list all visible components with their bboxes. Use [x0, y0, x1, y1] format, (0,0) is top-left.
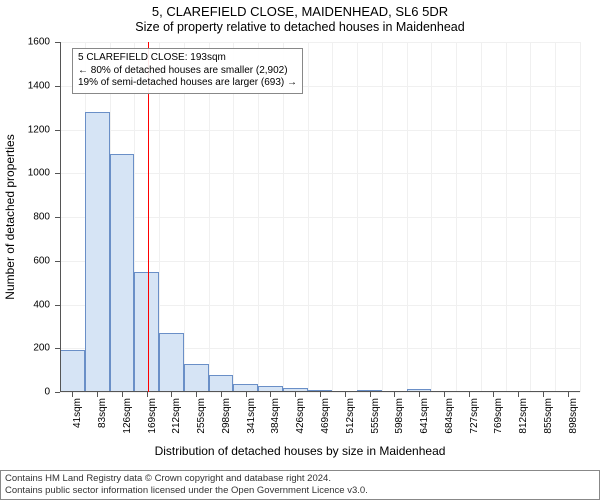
y-axis-line: [60, 42, 61, 392]
plot-area: 5 CLAREFIELD CLOSE: 193sqm ← 80% of deta…: [60, 42, 580, 392]
xtick-label: 83sqm: [97, 398, 108, 428]
xtick-mark: [221, 392, 222, 397]
ytick-label: 0: [44, 387, 60, 398]
histogram-bar: [85, 112, 110, 392]
x-axis-label: Distribution of detached houses by size …: [0, 444, 600, 458]
xtick-mark: [171, 392, 172, 397]
chart-title-main: 5, CLAREFIELD CLOSE, MAIDENHEAD, SL6 5DR: [0, 4, 600, 19]
xtick-mark: [122, 392, 123, 397]
ytick-label: 400: [33, 299, 60, 310]
gridline-v: [481, 42, 482, 392]
xtick-mark: [493, 392, 494, 397]
gridline-h: [60, 173, 580, 174]
gridline-h: [60, 130, 580, 131]
gridline-v: [382, 42, 383, 392]
xtick-label: 384sqm: [270, 398, 281, 434]
histogram-bar: [60, 350, 85, 392]
footer-line: Contains public sector information licen…: [5, 485, 595, 497]
gridline-v: [580, 42, 581, 392]
histogram-bar: [110, 154, 135, 392]
xtick-label: 812sqm: [518, 398, 529, 434]
xtick-label: 212sqm: [171, 398, 182, 434]
gridline-v: [431, 42, 432, 392]
xtick-label: 255sqm: [196, 398, 207, 434]
xtick-label: 684sqm: [444, 398, 455, 434]
chart-container: 5, CLAREFIELD CLOSE, MAIDENHEAD, SL6 5DR…: [0, 0, 600, 500]
annotation-line: 5 CLAREFIELD CLOSE: 193sqm: [78, 52, 297, 65]
xtick-label: 727sqm: [469, 398, 480, 434]
xtick-mark: [444, 392, 445, 397]
gridline-v: [233, 42, 234, 392]
xtick-label: 298sqm: [221, 398, 232, 434]
gridline-v: [555, 42, 556, 392]
annotation-line: 19% of semi-detached houses are larger (…: [78, 77, 297, 90]
xtick-mark: [518, 392, 519, 397]
histogram-bar: [159, 333, 184, 392]
ytick-label: 200: [33, 343, 60, 354]
histogram-bar: [184, 364, 209, 392]
xtick-mark: [246, 392, 247, 397]
xtick-mark: [568, 392, 569, 397]
xtick-mark: [72, 392, 73, 397]
xtick-label: 341sqm: [246, 398, 257, 434]
xtick-mark: [295, 392, 296, 397]
xtick-label: 169sqm: [147, 398, 158, 434]
ytick-label: 600: [33, 255, 60, 266]
xtick-mark: [320, 392, 321, 397]
gridline-v: [283, 42, 284, 392]
gridline-v: [456, 42, 457, 392]
ytick-label: 1400: [28, 80, 60, 91]
xtick-label: 469sqm: [320, 398, 331, 434]
ytick-label: 1600: [28, 37, 60, 48]
xtick-mark: [394, 392, 395, 397]
xtick-label: 855sqm: [543, 398, 554, 434]
ytick-label: 800: [33, 212, 60, 223]
x-axis-line: [60, 391, 580, 392]
gridline-h: [60, 42, 580, 43]
xtick-label: 126sqm: [122, 398, 133, 434]
gridline-v: [258, 42, 259, 392]
gridline-v: [530, 42, 531, 392]
xtick-mark: [370, 392, 371, 397]
footer-line: Contains HM Land Registry data © Crown c…: [5, 473, 595, 485]
ytick-label: 1000: [28, 168, 60, 179]
gridline-v: [209, 42, 210, 392]
gridline-v: [308, 42, 309, 392]
gridline-v: [357, 42, 358, 392]
xtick-mark: [270, 392, 271, 397]
annotation-line: ← 80% of detached houses are smaller (2,…: [78, 65, 297, 78]
chart-title-sub: Size of property relative to detached ho…: [0, 20, 600, 34]
ytick-label: 1200: [28, 124, 60, 135]
gridline-v: [506, 42, 507, 392]
reference-line: [148, 42, 149, 392]
xtick-mark: [147, 392, 148, 397]
xtick-label: 426sqm: [295, 398, 306, 434]
xtick-label: 512sqm: [345, 398, 356, 434]
gridline-v: [184, 42, 185, 392]
xtick-label: 555sqm: [370, 398, 381, 434]
xtick-label: 641sqm: [419, 398, 430, 434]
gridline-h: [60, 261, 580, 262]
xtick-mark: [196, 392, 197, 397]
xtick-label: 898sqm: [568, 398, 579, 434]
xtick-label: 598sqm: [394, 398, 405, 434]
xtick-mark: [345, 392, 346, 397]
xtick-mark: [469, 392, 470, 397]
xtick-mark: [97, 392, 98, 397]
xtick-label: 769sqm: [493, 398, 504, 434]
attribution-footer: Contains HM Land Registry data © Crown c…: [0, 470, 600, 500]
histogram-bar: [209, 375, 234, 393]
xtick-mark: [419, 392, 420, 397]
gridline-h: [60, 217, 580, 218]
annotation-box: 5 CLAREFIELD CLOSE: 193sqm ← 80% of deta…: [72, 48, 303, 94]
xtick-label: 41sqm: [72, 398, 83, 428]
gridline-v: [407, 42, 408, 392]
y-axis-label: Number of detached properties: [3, 134, 17, 299]
xtick-mark: [543, 392, 544, 397]
histogram-bar: [134, 272, 159, 392]
gridline-v: [332, 42, 333, 392]
